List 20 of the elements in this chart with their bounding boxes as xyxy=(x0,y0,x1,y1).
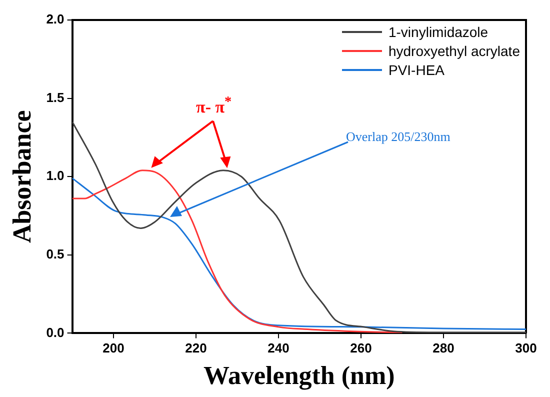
line-series xyxy=(72,170,404,334)
y-tick-label: 0.0 xyxy=(46,324,64,340)
x-tick-label: 280 xyxy=(432,340,454,356)
y-tick-label: 2.0 xyxy=(46,12,64,27)
x-tick-label: 220 xyxy=(185,340,207,356)
legend-label: hydroxyethyl acrylate xyxy=(388,42,520,58)
x-axis-title: Wavelength (nm) xyxy=(203,361,395,390)
y-tick-label: 1.0 xyxy=(46,168,64,184)
legend-label: 1-vinylimidazole xyxy=(388,24,488,40)
x-tick-label: 240 xyxy=(268,340,290,356)
x-tick-label: 200 xyxy=(102,340,124,356)
annotation: π- π$^{*}$ xyxy=(196,94,232,118)
x-tick-label: 300 xyxy=(515,340,537,356)
y-axis-title: Absorbance xyxy=(7,110,36,244)
y-tick-label: 0.5 xyxy=(46,246,64,262)
legend-label: PVI-HEA xyxy=(388,62,444,78)
annotation: Overlap 205/230nm xyxy=(346,129,450,145)
y-tick-label: 1.5 xyxy=(46,90,64,105)
line-series xyxy=(72,177,526,330)
x-tick-label: 260 xyxy=(350,340,372,356)
